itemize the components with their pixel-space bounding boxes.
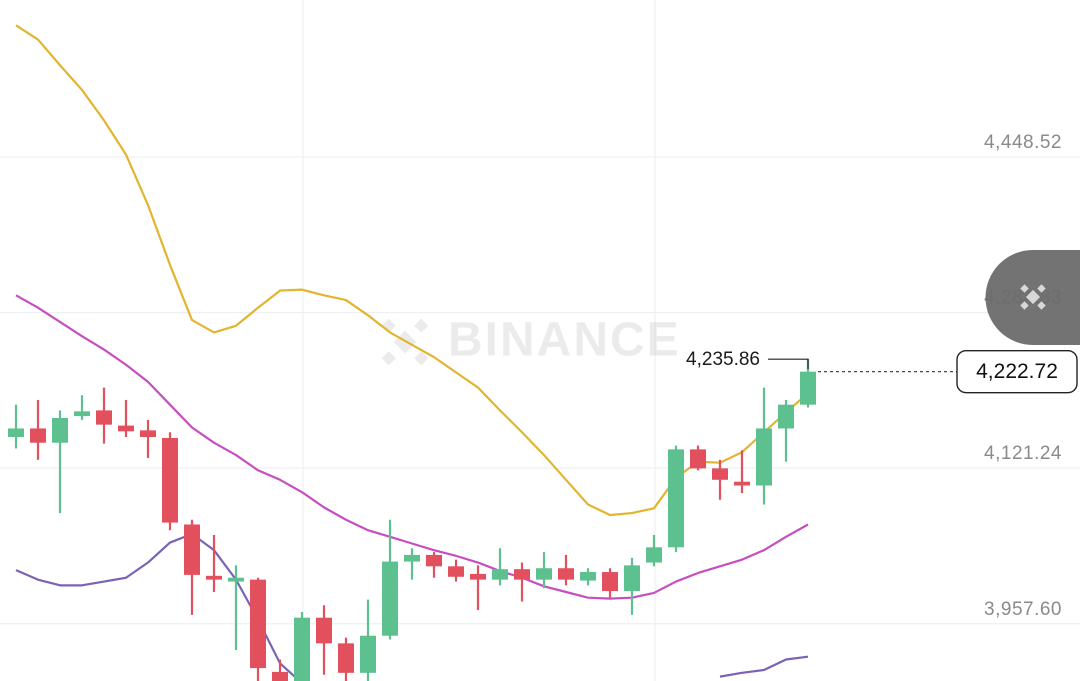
candle-body bbox=[140, 430, 156, 438]
candle-body bbox=[162, 437, 178, 523]
candle-body bbox=[624, 565, 640, 592]
candle-body bbox=[338, 643, 354, 673]
candle-body bbox=[492, 569, 508, 580]
y-tick-label: 3,957.60 bbox=[984, 599, 1062, 620]
candle-body bbox=[712, 468, 728, 480]
candle-body bbox=[96, 410, 112, 425]
candle-body bbox=[382, 561, 398, 636]
indicator-line bbox=[719, 655, 809, 678]
candle-body bbox=[558, 568, 574, 580]
candle-body bbox=[184, 524, 200, 575]
candles bbox=[8, 359, 816, 681]
last-price-box bbox=[956, 349, 1078, 394]
candle-body bbox=[8, 428, 24, 438]
candle-body bbox=[778, 404, 794, 429]
last-price-label: 4,222.72 bbox=[976, 360, 1058, 383]
candle-body bbox=[250, 579, 266, 669]
watermark-text: BINANCE bbox=[448, 314, 681, 367]
candle-body bbox=[228, 577, 244, 582]
candle-body bbox=[602, 572, 618, 592]
floating-button[interactable] bbox=[985, 250, 1080, 345]
indicator-line bbox=[15, 24, 809, 517]
high-marker bbox=[768, 358, 809, 370]
candle-body bbox=[294, 617, 310, 681]
grid bbox=[0, 156, 1080, 625]
high-label: 4,235.86 bbox=[686, 349, 760, 370]
candle-body bbox=[536, 568, 552, 580]
candle-body bbox=[514, 569, 530, 580]
candle-body bbox=[30, 428, 46, 443]
candle-body bbox=[404, 554, 420, 562]
candle-body bbox=[756, 428, 772, 486]
indicator-line bbox=[15, 294, 809, 600]
candle-body bbox=[206, 575, 222, 580]
y-tick-label: 4,121.24 bbox=[984, 443, 1062, 464]
candle-body bbox=[690, 449, 706, 469]
candle-body bbox=[646, 547, 662, 563]
candle-body bbox=[668, 449, 684, 548]
candle-body bbox=[52, 417, 68, 443]
candle-body bbox=[74, 411, 90, 417]
candle-body bbox=[360, 635, 376, 673]
candle-body bbox=[448, 566, 464, 577]
candle-body bbox=[470, 573, 486, 580]
candle-body bbox=[734, 481, 750, 486]
candle-body bbox=[118, 425, 134, 432]
watermark: BINANCE bbox=[381, 314, 681, 367]
candle-body bbox=[800, 371, 816, 405]
candle-body bbox=[426, 554, 442, 567]
candle-body bbox=[272, 671, 288, 681]
labels: 4,448.524,284.834,121.243,957.604,235.86… bbox=[686, 132, 1078, 620]
candle-body bbox=[580, 572, 596, 581]
candle-body bbox=[316, 617, 332, 644]
y-tick-label: 4,448.52 bbox=[984, 132, 1062, 153]
